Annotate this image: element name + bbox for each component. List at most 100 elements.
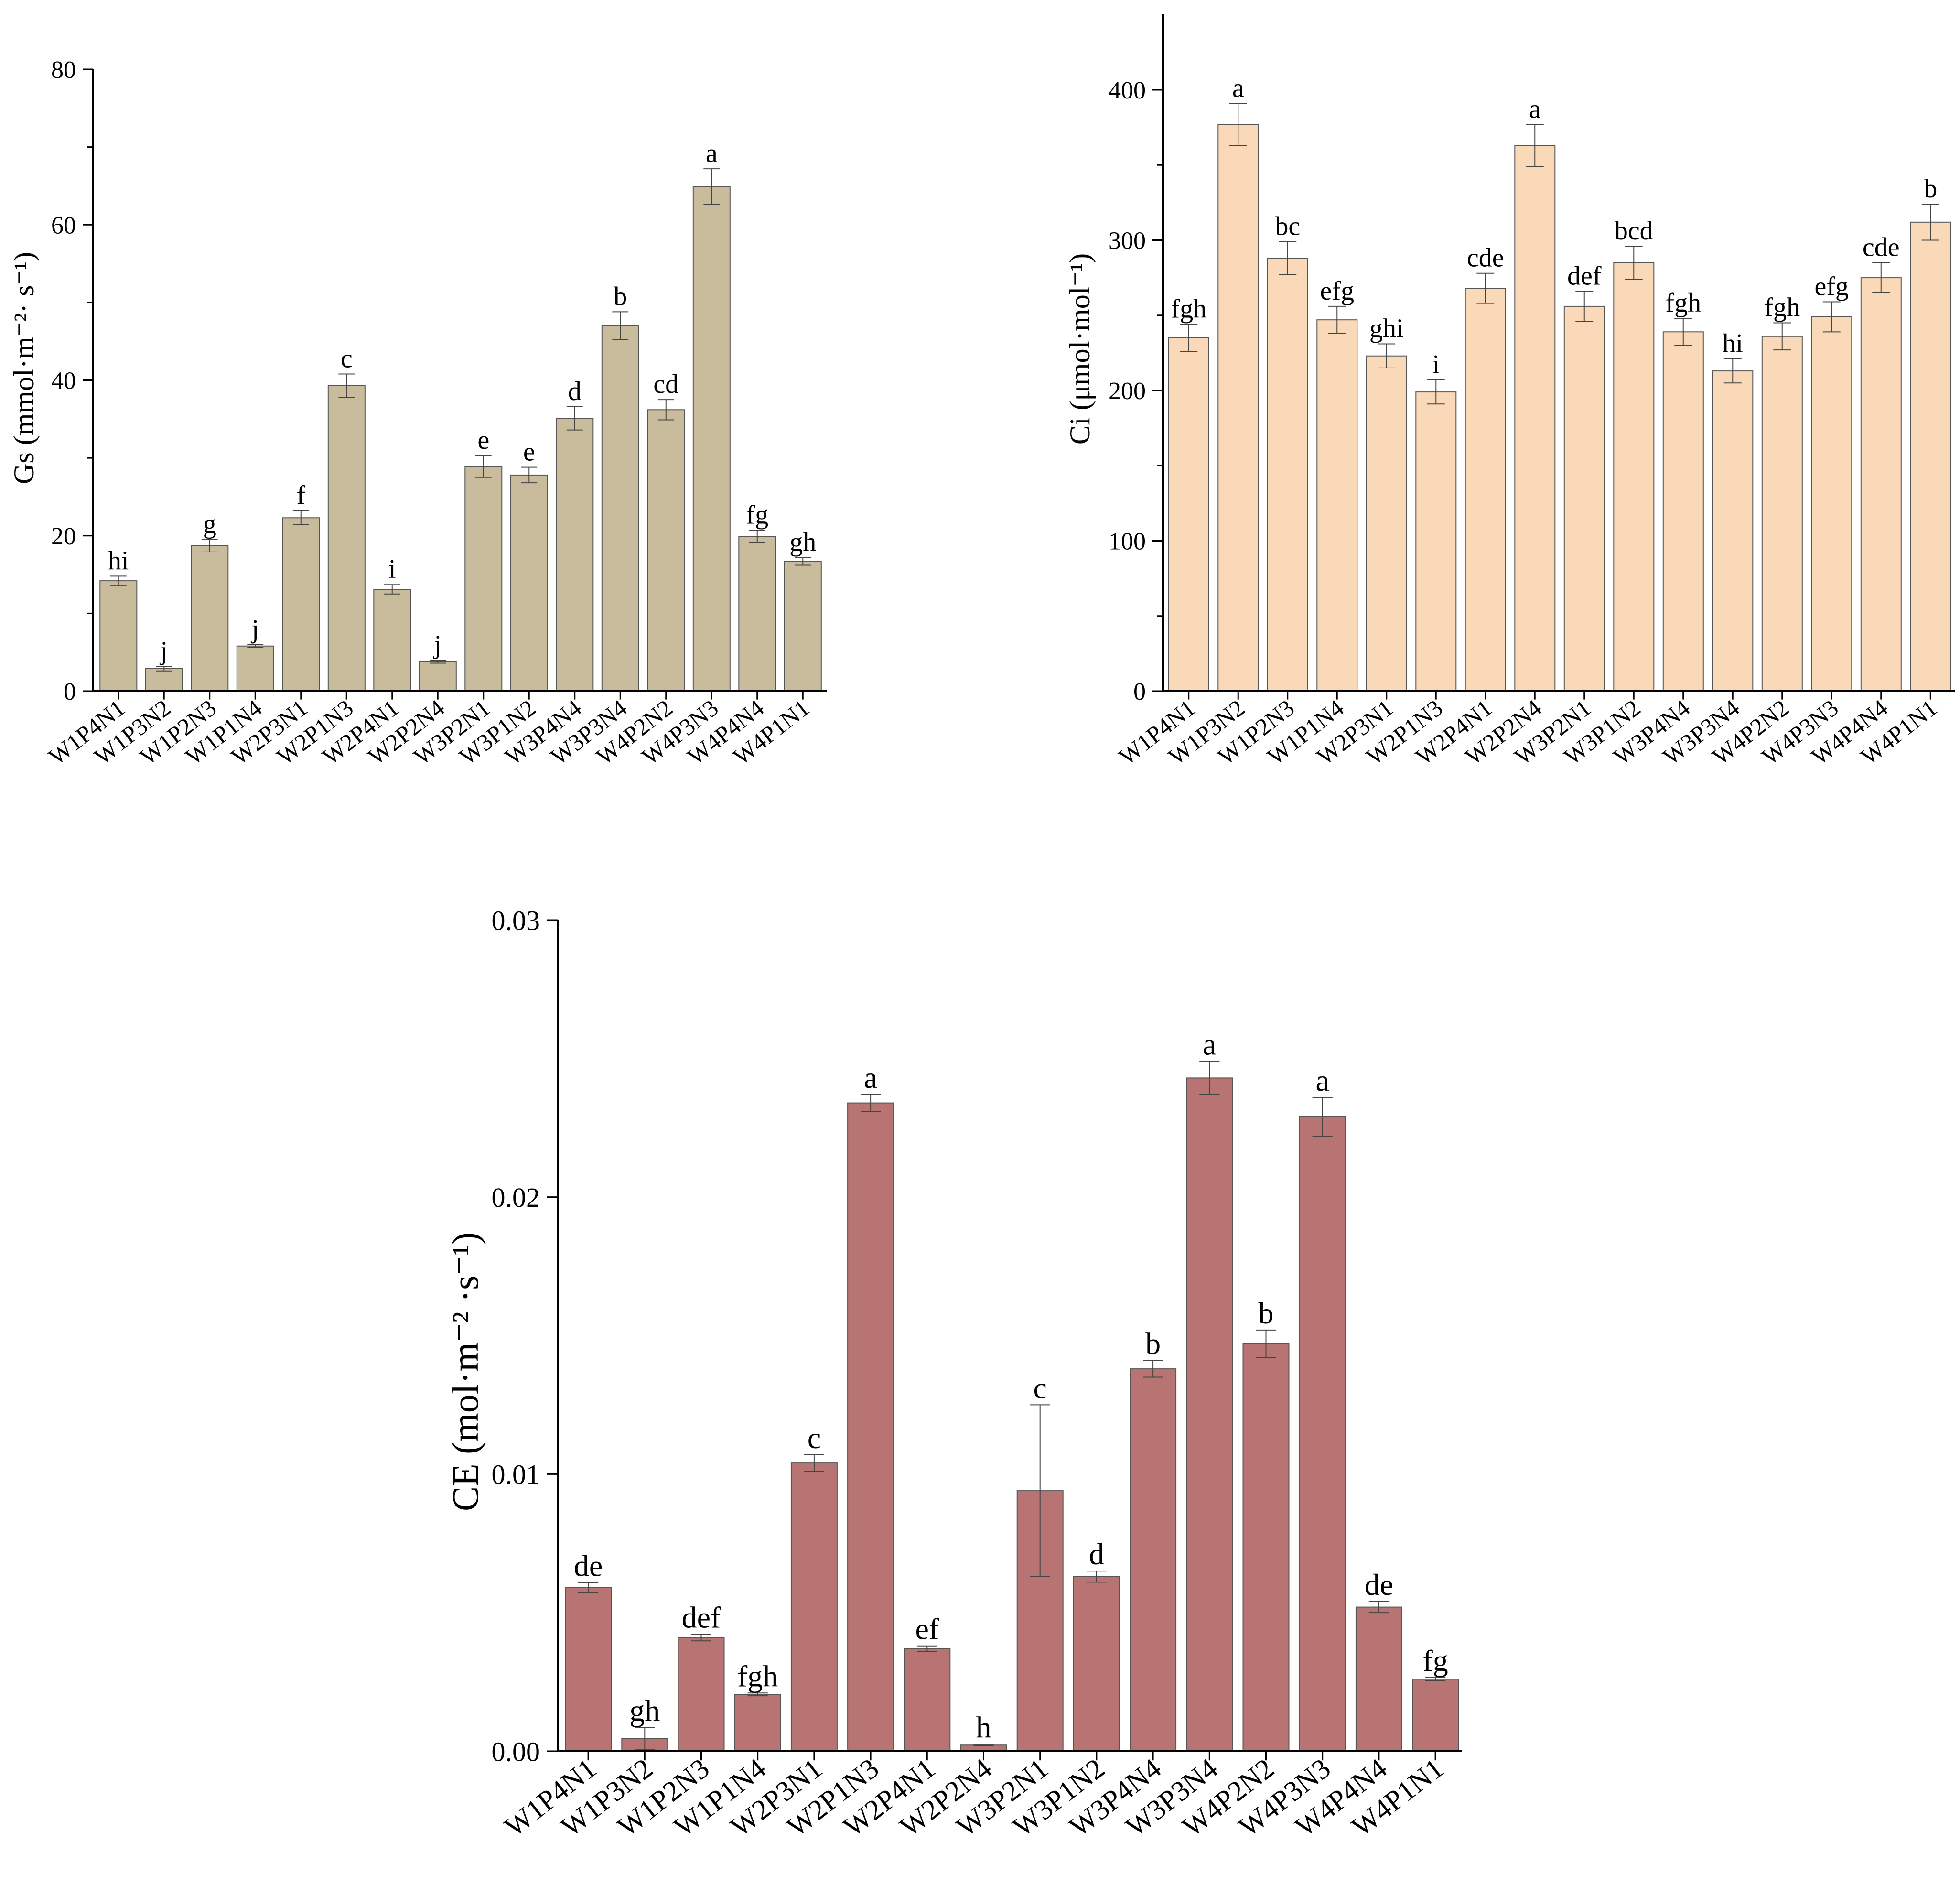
gs-error-bar [110, 575, 127, 586]
ci-error-bar [1575, 291, 1594, 322]
gs-error-bar [566, 406, 583, 431]
ci-error-bar [1476, 272, 1495, 304]
ce-error-bar [635, 1727, 655, 1751]
ci-significance-label: a [1232, 73, 1244, 103]
gs-significance-label: g [203, 509, 216, 539]
gs-bar [99, 580, 138, 692]
ci-y-tick-label: 0 [1133, 678, 1146, 705]
ce-bar [734, 1694, 781, 1752]
ce-significance-label: b [1145, 1327, 1161, 1361]
gs-significance-label: fg [746, 500, 768, 530]
gs-significance-label: d [568, 377, 582, 406]
gs-error-bar [384, 584, 400, 595]
ce-y-axis-title: CE (mol·m⁻² ·s⁻¹) [444, 1232, 486, 1511]
gs-error-bar [430, 659, 446, 664]
ci-error-bar [1378, 343, 1396, 368]
ce-error-bar [1368, 1601, 1389, 1614]
ce-y-tick-label: 0.03 [492, 905, 540, 936]
gs-error-bar [247, 644, 264, 648]
ci-y-tick-label: 100 [1109, 528, 1146, 555]
ce-error-bar [917, 1645, 937, 1652]
ci-significance-label: cde [1467, 243, 1504, 273]
gs-bar [191, 545, 229, 692]
gs-significance-label: f [296, 481, 305, 510]
ci-error-bar [1229, 103, 1247, 146]
ce-significance-label: a [864, 1061, 877, 1094]
ci-bar [1465, 288, 1506, 692]
gs-significance-label: hi [108, 546, 129, 575]
ce-error-bar [1142, 1360, 1163, 1378]
ce-error-bar [1086, 1571, 1107, 1583]
gs-error-bar [612, 311, 629, 340]
ce-significance-label: c [808, 1421, 821, 1455]
gs-bar [784, 561, 822, 692]
ci-error-bar [1723, 358, 1742, 384]
ce-error-bar [1030, 1404, 1050, 1577]
ci-error-bar [1674, 318, 1692, 346]
gs-significance-label: c [341, 344, 353, 374]
ce-bar [1412, 1679, 1459, 1752]
ce-bar [790, 1462, 838, 1752]
ci-error-bar [1180, 324, 1198, 352]
gs-y-axis-title: Gs (mmol·m⁻²· s⁻¹) [8, 252, 40, 484]
gs-error-bar [156, 665, 172, 672]
ci-significance-label: b [1924, 174, 1937, 204]
ce-significance-label: d [1089, 1537, 1104, 1571]
ce-significance-label: de [1365, 1568, 1393, 1602]
ce-y-tick-label: 0.00 [492, 1736, 540, 1767]
ci-error-bar [1625, 246, 1643, 280]
gs-bar [647, 409, 685, 692]
ce-error-bar [804, 1454, 825, 1472]
gs-significance-label: a [706, 139, 718, 168]
ci-error-bar [1328, 305, 1346, 334]
ci-chart: fghW1P4N1aW1P3N2bcW1P2N3efgW1P1N4ghiW2P3… [1109, 14, 1955, 770]
gs-bar [601, 325, 639, 692]
ci-y-axis-title: Ci (μmol·mol⁻¹) [1064, 253, 1096, 444]
ce-significance-label: a [1315, 1063, 1329, 1097]
gs-error-bar [475, 455, 492, 478]
ci-bar [1761, 336, 1803, 692]
ce-significance-label: a [1203, 1028, 1216, 1062]
ce-error-bar [1425, 1677, 1446, 1681]
gs-error-bar [521, 466, 538, 484]
gs-bar [419, 661, 457, 692]
ce-y-tick-label: 0.01 [492, 1459, 540, 1490]
gs-y-tick-label: 40 [51, 368, 76, 395]
ci-bar [1613, 262, 1655, 692]
gs-bar [556, 418, 594, 692]
ce-significance-label: gh [629, 1694, 660, 1728]
ce-significance-label: c [1033, 1371, 1046, 1405]
gs-bar [282, 517, 320, 692]
ci-bar [1316, 319, 1358, 692]
gs-bar [327, 385, 366, 692]
gs-error-bar [703, 168, 720, 205]
gs-bar [464, 466, 503, 692]
ci-significance-label: efg [1320, 276, 1354, 306]
ce-significance-label: ef [915, 1612, 939, 1646]
ci-significance-label: cde [1863, 233, 1900, 262]
ce-bar [1355, 1606, 1402, 1752]
gs-y-tick-label: 80 [51, 56, 76, 84]
ce-error-bar [578, 1582, 599, 1593]
ce-bar [1299, 1116, 1346, 1752]
gs-y-tick-label: 20 [51, 523, 76, 550]
ci-bar [1811, 316, 1852, 692]
ce-bar [847, 1102, 894, 1752]
ci-bar [1267, 258, 1308, 692]
ci-error-bar [1427, 379, 1445, 405]
ci-error-bar [1822, 301, 1841, 333]
gs-y-tick-label: 0 [64, 678, 76, 705]
gs-bar [692, 186, 731, 692]
ce-error-bar [747, 1692, 768, 1697]
gs-error-bar [338, 373, 355, 398]
ci-significance-label: bcd [1615, 216, 1653, 246]
ci-error-bar [1872, 262, 1890, 293]
gs-significance-label: e [523, 437, 535, 467]
ci-error-bar [1279, 241, 1297, 275]
ci-bar [1910, 221, 1951, 692]
ci-bar [1217, 124, 1259, 692]
gs-error-bar [795, 557, 811, 566]
ce-error-bar [1199, 1061, 1220, 1095]
ce-error-bar [973, 1744, 994, 1746]
